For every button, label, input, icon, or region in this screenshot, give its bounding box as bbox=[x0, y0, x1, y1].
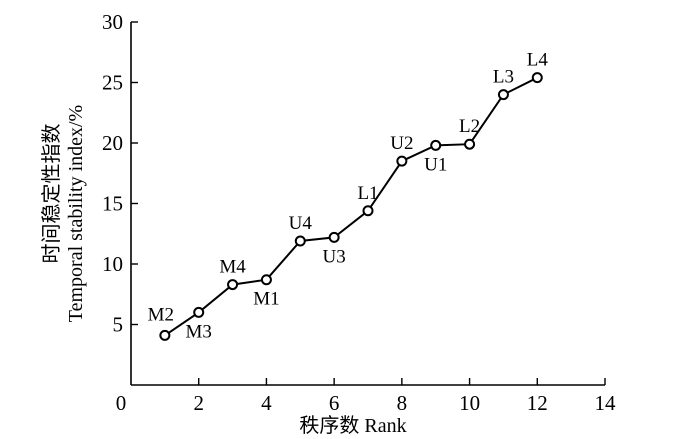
point-label-M4: M4 bbox=[219, 257, 246, 278]
point-label-M1: M1 bbox=[253, 289, 279, 310]
x-tick-label: 2 bbox=[193, 391, 204, 415]
point-label-L1: L1 bbox=[357, 183, 378, 204]
x-tick-label: 4 bbox=[261, 391, 272, 415]
point-label-L4: L4 bbox=[527, 50, 549, 71]
point-labels: M2 M3 M4 M1 U4 U3 L1 U2 U1 L2 L3 L4 bbox=[148, 50, 549, 343]
y-tick-label: 20 bbox=[102, 131, 123, 155]
data-point-U4 bbox=[294, 235, 306, 247]
x-tick-label: 8 bbox=[397, 391, 408, 415]
y-tick-label: 25 bbox=[102, 71, 123, 95]
point-label-M2: M2 bbox=[148, 304, 174, 325]
x-tick-label: 0 bbox=[116, 391, 127, 415]
x-ticks: 0 2 4 6 8 10 12 14 bbox=[116, 378, 616, 415]
data-point-L2 bbox=[464, 138, 476, 150]
data-point-U1 bbox=[430, 139, 442, 151]
y-axis-title: 时间稳定性指数 Temporal stability index/% bbox=[40, 105, 87, 322]
point-label-U3: U3 bbox=[323, 246, 346, 267]
data-point-M3 bbox=[193, 306, 205, 318]
y-tick-label: 15 bbox=[102, 192, 123, 216]
x-tick-label: 12 bbox=[527, 391, 548, 415]
data-point-L4 bbox=[531, 72, 543, 84]
point-label-U1: U1 bbox=[424, 154, 447, 175]
x-tick-label: 10 bbox=[459, 391, 480, 415]
y-ticks: 5 10 15 20 25 30 bbox=[102, 10, 138, 337]
data-point-M4 bbox=[227, 279, 239, 291]
data-point-L1 bbox=[362, 205, 374, 217]
y-tick-label: 30 bbox=[102, 10, 123, 34]
data-point-M1 bbox=[260, 274, 272, 286]
series-line bbox=[164, 76, 538, 337]
x-axis-title: 秩序数 Rank bbox=[299, 414, 406, 437]
data-point-L3 bbox=[497, 89, 509, 101]
point-label-M3: M3 bbox=[186, 321, 212, 342]
y-axis-title-line-2: Temporal stability index/% bbox=[65, 105, 87, 322]
point-label-U4: U4 bbox=[289, 213, 313, 234]
series bbox=[159, 72, 543, 341]
x-tick-label: 14 bbox=[595, 391, 617, 415]
y-tick-label: 5 bbox=[113, 313, 124, 337]
data-point-U3 bbox=[328, 231, 340, 243]
point-label-L2: L2 bbox=[459, 116, 480, 137]
data-point-M2 bbox=[159, 329, 171, 341]
y-axis-title-line-1: 时间稳定性指数 bbox=[40, 124, 63, 264]
x-tick-label: 6 bbox=[329, 391, 340, 415]
data-point-U2 bbox=[396, 155, 408, 167]
point-label-U2: U2 bbox=[390, 133, 413, 154]
y-tick-label: 10 bbox=[102, 252, 123, 276]
point-label-L3: L3 bbox=[493, 67, 514, 88]
